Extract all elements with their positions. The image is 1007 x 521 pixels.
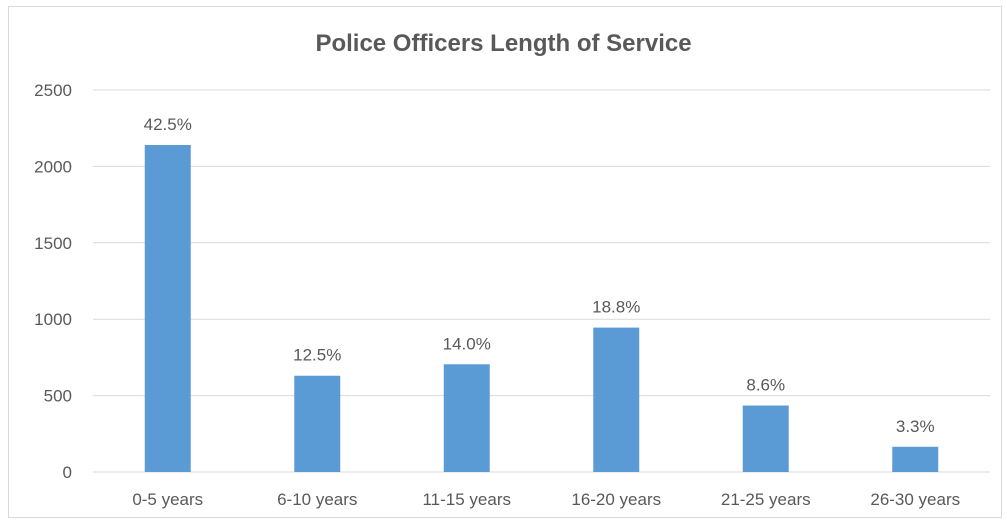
data-label: 14.0% bbox=[443, 334, 491, 353]
y-axis: 0 500 1000 1500 2000 2500 bbox=[34, 81, 72, 482]
y-tick-label: 500 bbox=[44, 387, 72, 406]
bar bbox=[742, 405, 789, 472]
y-tick-label: 1500 bbox=[34, 234, 72, 253]
x-tick-label: 0-5 years bbox=[132, 490, 203, 509]
data-labels: 42.5% 12.5% 14.0% 18.8% 8.6% 3.3% bbox=[144, 115, 935, 436]
x-tick-label: 11-15 years bbox=[422, 490, 511, 509]
y-tick-label: 1000 bbox=[34, 310, 72, 329]
y-tick-label: 2000 bbox=[34, 157, 72, 176]
bar bbox=[892, 446, 939, 472]
bars bbox=[144, 145, 939, 472]
bar bbox=[443, 364, 490, 472]
bar bbox=[593, 327, 640, 472]
data-label: 3.3% bbox=[896, 417, 935, 436]
y-tick-label: 2500 bbox=[34, 81, 72, 100]
data-label: 42.5% bbox=[144, 115, 192, 134]
y-tick-label: 0 bbox=[63, 463, 72, 482]
data-label: 12.5% bbox=[293, 346, 341, 365]
x-axis: 0-5 years 6-10 years 11-15 years 16-20 year… bbox=[132, 490, 960, 509]
x-tick-label: 21-25 years bbox=[721, 490, 811, 509]
bar bbox=[144, 145, 191, 472]
chart-title: Police Officers Length of Service bbox=[315, 30, 692, 57]
x-tick-label: 16-20 years bbox=[571, 490, 661, 509]
data-label: 18.8% bbox=[592, 298, 640, 317]
x-tick-label: 26-30 years bbox=[870, 490, 960, 509]
data-label: 8.6% bbox=[746, 376, 785, 395]
gridlines bbox=[93, 89, 990, 473]
x-tick-label: 6-10 years bbox=[277, 490, 357, 509]
bar bbox=[294, 375, 341, 472]
